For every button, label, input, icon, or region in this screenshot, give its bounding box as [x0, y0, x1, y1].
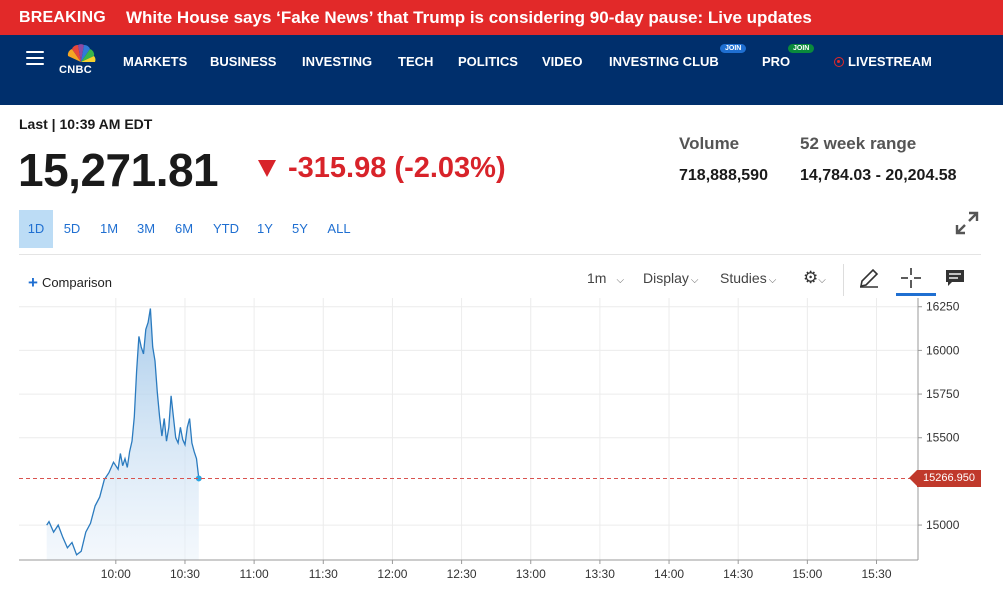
x-tick-label: 13:30	[585, 567, 615, 581]
x-tick-label: 15:30	[861, 567, 891, 581]
range-value: 14,784.03 - 20,204.58	[800, 167, 957, 184]
nav-tech[interactable]: TECH	[398, 54, 434, 69]
breaking-tag: BREAKING	[19, 8, 106, 26]
hamburger-menu-icon[interactable]	[26, 51, 44, 65]
comparison-label: Comparison	[41, 275, 113, 290]
last-point-marker	[195, 475, 202, 482]
display-label: Display	[643, 270, 689, 286]
main-nav: CNBC MARKETS BUSINESS INVESTING TECH POL…	[0, 35, 1003, 87]
range-1d[interactable]: 1D	[19, 210, 53, 248]
volume-label: Volume	[679, 134, 740, 153]
nav-business[interactable]: BUSINESS	[210, 54, 277, 69]
range-ytd[interactable]: YTD	[213, 221, 239, 236]
x-tick-label: 12:00	[377, 567, 407, 581]
x-tick-label: 10:00	[101, 567, 131, 581]
gear-icon[interactable]: ⚙⌵	[803, 268, 826, 287]
breaking-news-banner[interactable]: BREAKING White House says ‘Fake News’ th…	[0, 0, 1003, 35]
chevron-down-icon: ⌵	[768, 275, 777, 286]
peacock-icon	[67, 44, 96, 62]
plus-icon: +	[28, 273, 38, 292]
range-5y[interactable]: 5Y	[292, 221, 308, 236]
crosshair-active-indicator	[896, 293, 936, 296]
x-tick-label: 11:30	[309, 567, 338, 581]
interval-label: 1m	[587, 270, 607, 286]
x-tick-label: 14:00	[654, 567, 684, 581]
y-tick-label: 15000	[926, 518, 960, 532]
draw-pencil-icon[interactable]	[857, 266, 881, 290]
logo-wordmark: CNBC	[59, 64, 92, 76]
studies-dropdown[interactable]: Studies ⌵	[720, 270, 776, 286]
y-tick-label: 15750	[926, 387, 960, 401]
livestream-icon	[834, 57, 844, 67]
price-line	[46, 308, 200, 556]
range-1y[interactable]: 1Y	[257, 221, 273, 236]
down-arrow-icon	[258, 160, 276, 177]
breaking-headline[interactable]: White House says ‘Fake News’ that Trump …	[125, 7, 812, 27]
chevron-down-icon: ⌵	[616, 275, 625, 286]
last-price: 15,271.81	[18, 144, 219, 196]
x-tick-label: 14:30	[723, 567, 753, 581]
price-change: -315.98 (-2.03%)	[288, 152, 506, 184]
comparison-button[interactable]: + Comparison	[28, 272, 112, 292]
price-area-fill	[46, 308, 199, 560]
nav-livestream[interactable]: LIVESTREAM	[848, 54, 932, 69]
volume-value: 718,888,590	[679, 167, 768, 184]
y-tick-label: 16000	[926, 343, 960, 357]
crosshair-icon[interactable]	[899, 266, 923, 290]
studies-label: Studies	[720, 270, 767, 286]
x-tick-label: 11:00	[240, 567, 269, 581]
divider	[19, 254, 981, 255]
y-tick-label: 16250	[926, 300, 960, 314]
range-6m[interactable]: 6M	[174, 221, 194, 236]
comment-icon[interactable]	[943, 266, 967, 290]
nav-investing-club[interactable]: INVESTING CLUB	[609, 54, 719, 69]
x-tick-label: 13:00	[516, 567, 546, 581]
y-tick-label: 15500	[926, 431, 960, 445]
x-tick-label: 10:30	[170, 567, 200, 581]
interval-dropdown[interactable]: 1m ⌵	[587, 270, 624, 286]
nav-investing[interactable]: INVESTING	[302, 54, 373, 69]
time-range-selector: 1D 5D 1M 3M 6M YTD 1Y 5Y ALL	[19, 210, 359, 248]
x-tick-label: 12:30	[447, 567, 477, 581]
pro-join-badge[interactable]: JOIN	[788, 44, 815, 53]
subnav-strip	[0, 87, 1003, 105]
range-1m[interactable]: 1M	[99, 221, 119, 236]
chevron-down-icon: ⌵	[690, 275, 699, 286]
range-all[interactable]: ALL	[327, 221, 351, 236]
range-label: 52 week range	[800, 134, 917, 153]
last-price-badge: 15266.950	[909, 469, 981, 487]
display-dropdown[interactable]: Display ⌵	[643, 270, 699, 286]
nav-video[interactable]: VIDEO	[542, 54, 583, 69]
range-5d[interactable]: 5D	[63, 221, 81, 236]
nav-pro[interactable]: PRO	[762, 54, 791, 69]
range-3m[interactable]: 3M	[136, 221, 156, 236]
toolbar-divider	[843, 264, 844, 296]
expand-icon[interactable]	[954, 210, 980, 236]
nav-politics[interactable]: POLITICS	[458, 54, 518, 69]
nav-markets[interactable]: MARKETS	[123, 54, 188, 69]
last-updated: Last | 10:39 AM EDT	[19, 116, 153, 132]
investing-club-join-badge[interactable]: JOIN	[720, 44, 747, 53]
x-tick-label: 15:00	[792, 567, 822, 581]
cnbc-logo[interactable]: CNBC	[58, 42, 104, 82]
